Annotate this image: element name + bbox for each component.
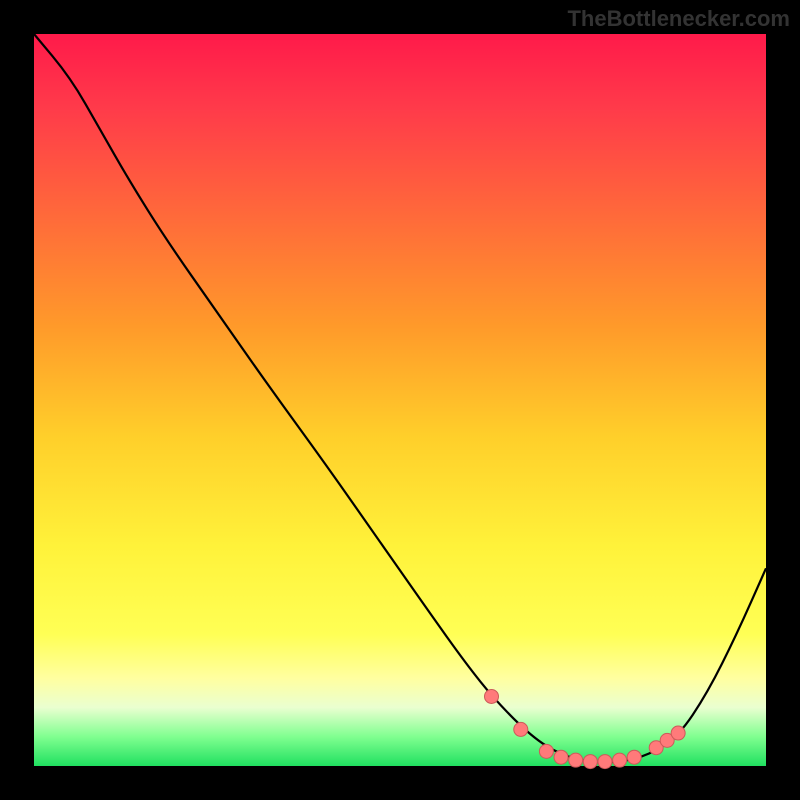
marker-dot [514, 722, 528, 736]
marker-dot [554, 750, 568, 764]
marker-dot [485, 689, 499, 703]
bottleneck-chart [0, 0, 800, 800]
marker-dot [598, 755, 612, 769]
marker-dot [539, 744, 553, 758]
marker-dot [627, 750, 641, 764]
marker-dot [671, 726, 685, 740]
marker-dot [569, 753, 583, 767]
marker-dot [583, 755, 597, 769]
marker-dot [613, 753, 627, 767]
chart-svg [0, 0, 800, 800]
plot-gradient-background [34, 34, 766, 766]
watermark-text: TheBottlenecker.com [567, 6, 790, 32]
